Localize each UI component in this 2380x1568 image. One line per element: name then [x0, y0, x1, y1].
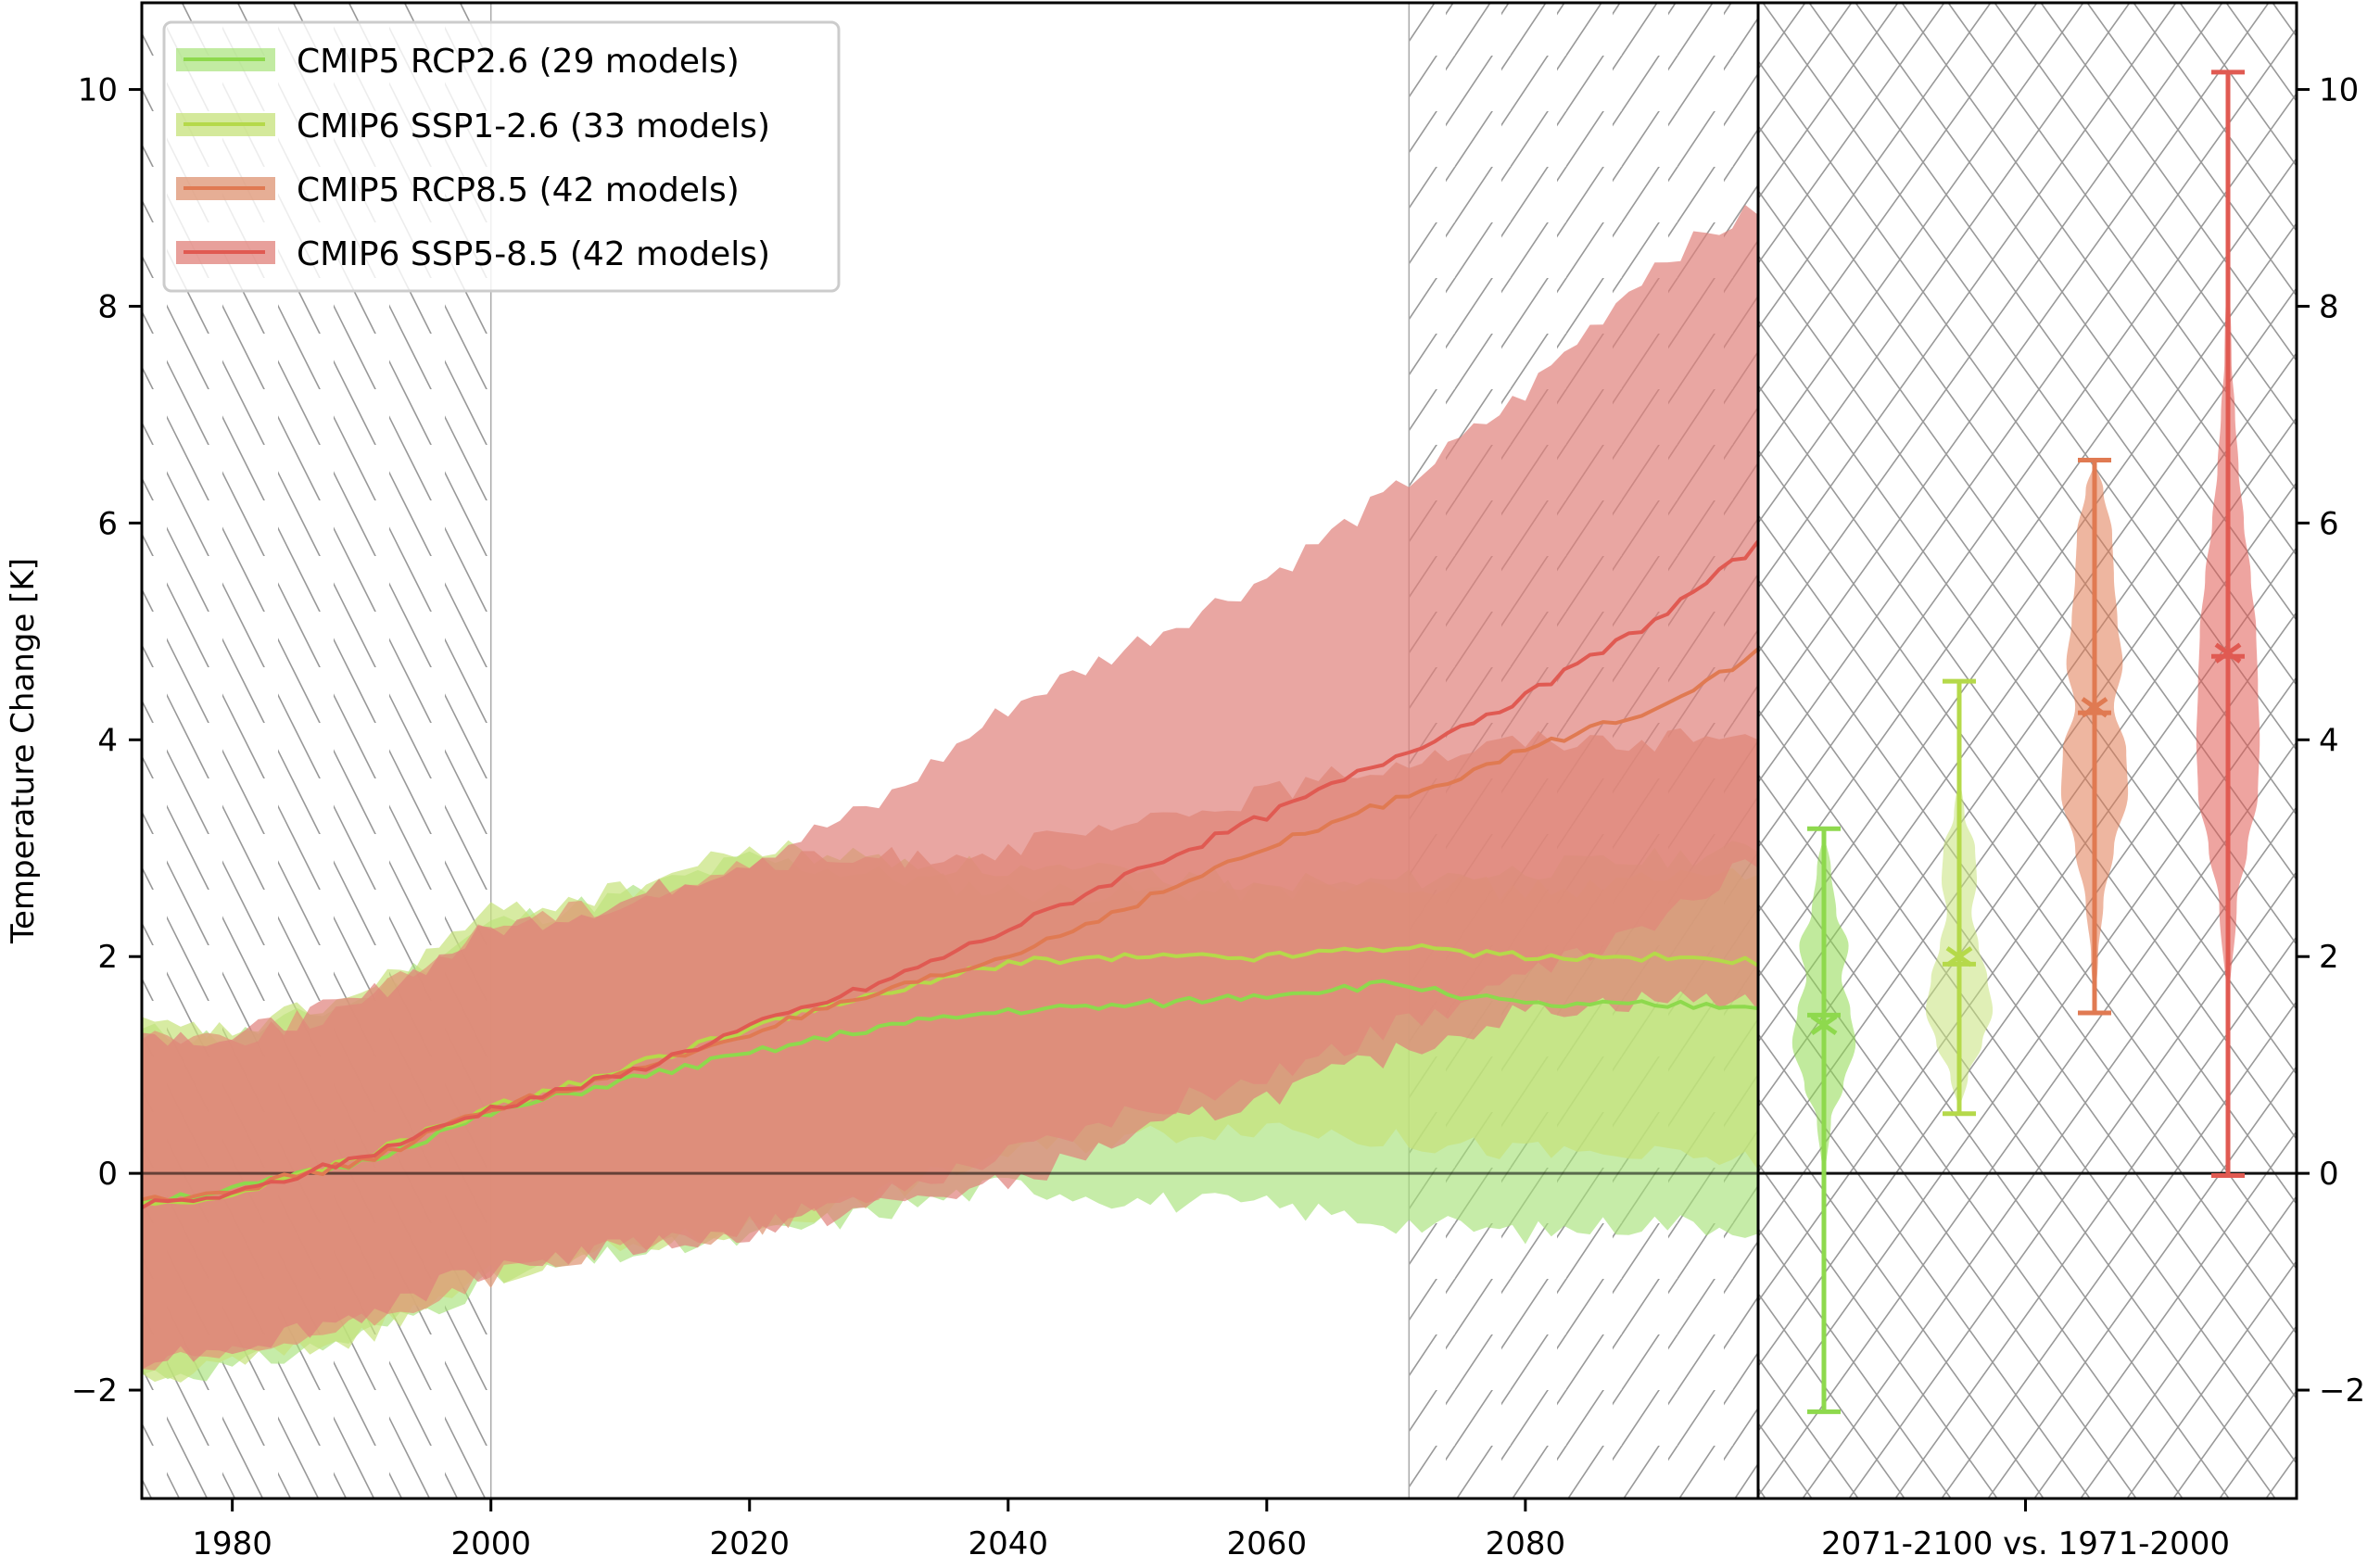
legend-item: CMIP5 RCP2.6 (29 models) — [176, 43, 740, 81]
x-tick-label: 2020 — [709, 1525, 790, 1562]
violin-median-marker — [1945, 946, 1973, 967]
y-tick-label: 10 — [78, 72, 118, 109]
legend-label: CMIP6 SSP1-2.6 (33 models) — [297, 107, 770, 145]
legend-label: CMIP5 RCP2.6 (29 models) — [297, 43, 740, 81]
y-tick-label-right: 6 — [2319, 505, 2339, 542]
y-axis-left: −2 0 2 4 6 8 10 — [71, 72, 142, 1410]
band-3 — [142, 205, 1758, 1370]
x-tick-label: 2060 — [1227, 1525, 1308, 1562]
x-tick-label: 1980 — [192, 1525, 272, 1562]
y-axis-label: Temperature Change [K] — [5, 558, 42, 944]
legend-label: CMIP5 RCP8.5 (42 models) — [297, 171, 740, 209]
y-tick-label-right: 2 — [2319, 939, 2339, 976]
y-tick-label: 4 — [97, 722, 118, 759]
y-axis-right: −2 0 2 4 6 8 10 — [2297, 72, 2365, 1410]
violin-median-marker — [1810, 1014, 1838, 1036]
x-tick-label: 2040 — [968, 1525, 1049, 1562]
y-tick-label-right: 0 — [2319, 1156, 2339, 1193]
legend-item: CMIP5 RCP8.5 (42 models) — [176, 171, 740, 209]
legend-item: CMIP6 SSP1-2.6 (33 models) — [176, 107, 770, 145]
mean-line-2 — [142, 647, 1758, 1203]
y-tick-label: 6 — [97, 505, 118, 542]
violin-3 — [2196, 70, 2260, 1178]
violin-panel-xlabel: 2071-2100 vs. 1971-2000 — [1821, 1525, 2230, 1562]
x-tick-label: 2000 — [450, 1525, 531, 1562]
band-layer — [142, 205, 1758, 1383]
violin-1 — [1925, 678, 1994, 1117]
legend-label: CMIP6 SSP5-8.5 (42 models) — [297, 235, 770, 273]
x-tick-label: 2080 — [1486, 1525, 1566, 1562]
y-tick-label-right: −2 — [2319, 1372, 2365, 1410]
mean-line-layer — [142, 539, 1758, 1210]
y-tick-label: 8 — [97, 288, 118, 325]
y-tick-label-right: 8 — [2319, 288, 2339, 325]
legend: CMIP5 RCP2.6 (29 models) CMIP6 SSP1-2.6 … — [162, 20, 841, 293]
y-tick-label-right: 10 — [2319, 72, 2359, 109]
plot-frame — [140, 1, 2298, 1500]
legend-box — [162, 20, 841, 293]
violin-0 — [1791, 826, 1856, 1414]
x-axis: 1980 2000 2020 2040 2060 2080 — [192, 1498, 2027, 1562]
legend-item: CMIP6 SSP5-8.5 (42 models) — [176, 235, 770, 273]
y-tick-label: 2 — [97, 939, 118, 976]
violin-layer — [1791, 70, 2260, 1414]
mean-line-0 — [142, 979, 1758, 1205]
mean-line-3 — [142, 539, 1758, 1210]
violin-median-marker — [2081, 697, 2108, 718]
y-tick-label: −2 — [71, 1372, 118, 1410]
y-tick-label-right: 4 — [2319, 722, 2339, 759]
y-tick-label: 0 — [97, 1156, 118, 1193]
violin-2 — [2060, 458, 2129, 1016]
violin-median-marker — [2214, 642, 2242, 664]
